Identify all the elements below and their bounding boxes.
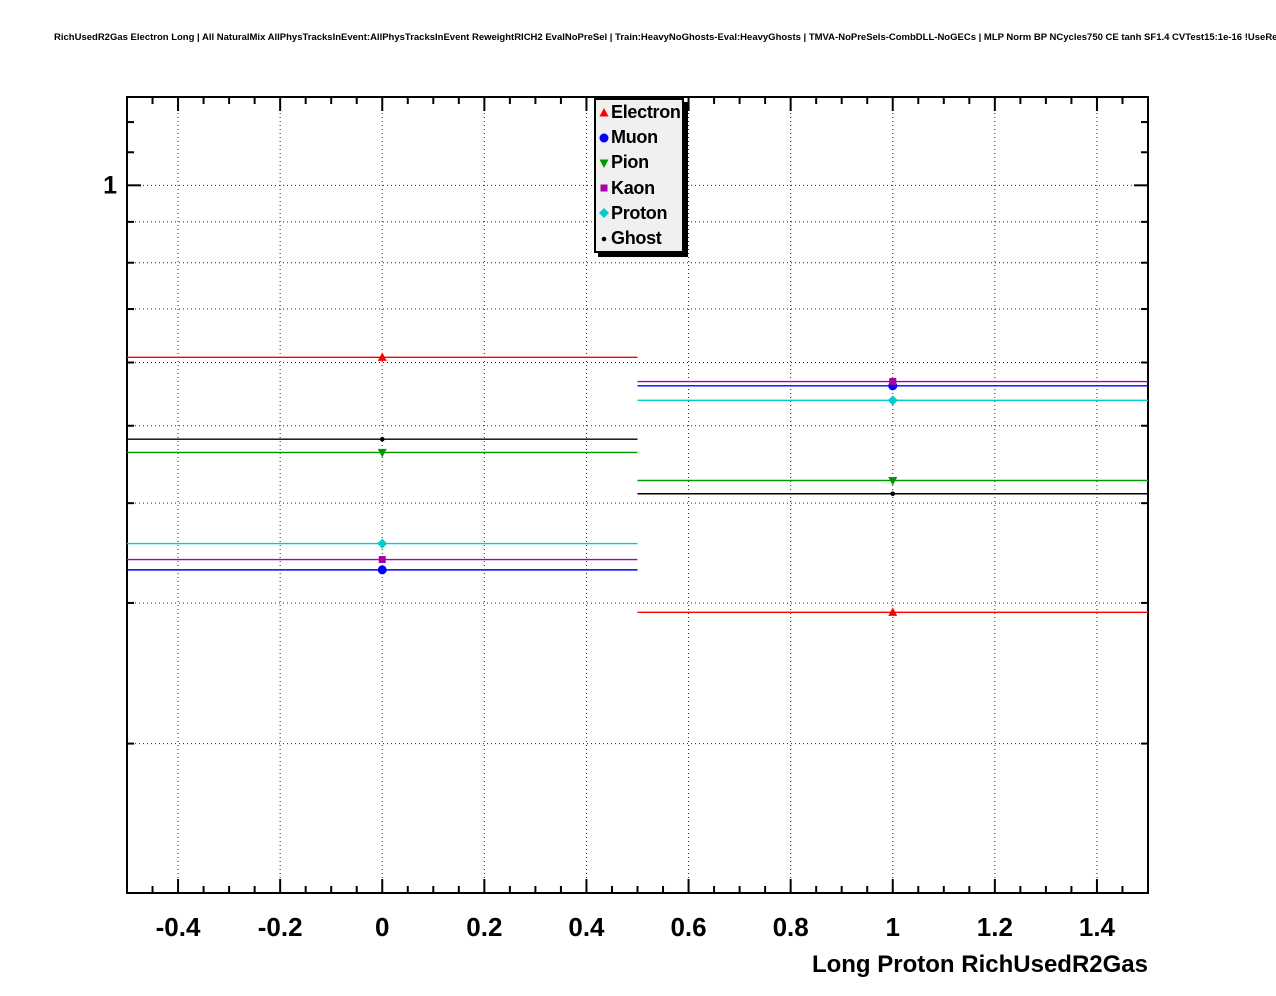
x-axis-title: Long Proton RichUsedR2Gas (812, 951, 1148, 978)
series-kaon (127, 378, 1148, 564)
x-tick-labels: -0.4 -0.2 0 0.2 0.4 0.6 0.8 1 1.2 1.4 (156, 912, 1116, 942)
series-pion (127, 448, 1148, 486)
series-electron (127, 352, 1148, 616)
legend-item-electron: Electron (596, 100, 682, 125)
legend-label-ghost: Ghost (611, 228, 662, 249)
legend-label-muon: Muon (611, 127, 658, 148)
muon-marker-icon (596, 130, 611, 146)
svg-text:1.2: 1.2 (977, 912, 1013, 942)
series-muon (127, 381, 1148, 575)
legend-label-kaon: Kaon (611, 177, 655, 198)
legend-item-proton: Proton (596, 201, 682, 226)
svg-text:-0.2: -0.2 (258, 912, 303, 942)
svg-text:0.2: 0.2 (466, 912, 502, 942)
svg-text:1: 1 (886, 912, 900, 942)
series-proton (127, 395, 1148, 549)
legend-item-pion: Pion (596, 150, 682, 175)
svg-text:0: 0 (375, 912, 389, 942)
grid (127, 97, 1148, 893)
legend-item-kaon: Kaon (596, 176, 682, 201)
legend-item-muon: Muon (596, 125, 682, 150)
svg-text:0.6: 0.6 (670, 912, 706, 942)
ghost-marker-icon (596, 231, 611, 247)
svg-text:-0.4: -0.4 (156, 912, 201, 942)
legend-label-pion: Pion (611, 152, 649, 173)
legend: Electron Muon Pion Kaon Proton Ghost (594, 98, 684, 254)
pion-marker-icon (596, 155, 611, 171)
axis-ticks (127, 97, 1148, 893)
kaon-marker-icon (596, 180, 611, 196)
y-tick-label: 1 (103, 171, 117, 199)
legend-item-ghost: Ghost (596, 226, 682, 251)
legend-label-proton: Proton (611, 202, 668, 223)
svg-text:0.4: 0.4 (568, 912, 605, 942)
proton-marker-icon (596, 205, 611, 221)
page-title: RichUsedR2Gas Electron Long | All Natura… (54, 32, 1276, 43)
svg-text:1.4: 1.4 (1079, 912, 1116, 942)
legend-label-electron: Electron (611, 102, 681, 123)
electron-marker-icon (596, 105, 611, 121)
svg-text:0.8: 0.8 (773, 912, 809, 942)
series-ghost (127, 436, 1148, 497)
